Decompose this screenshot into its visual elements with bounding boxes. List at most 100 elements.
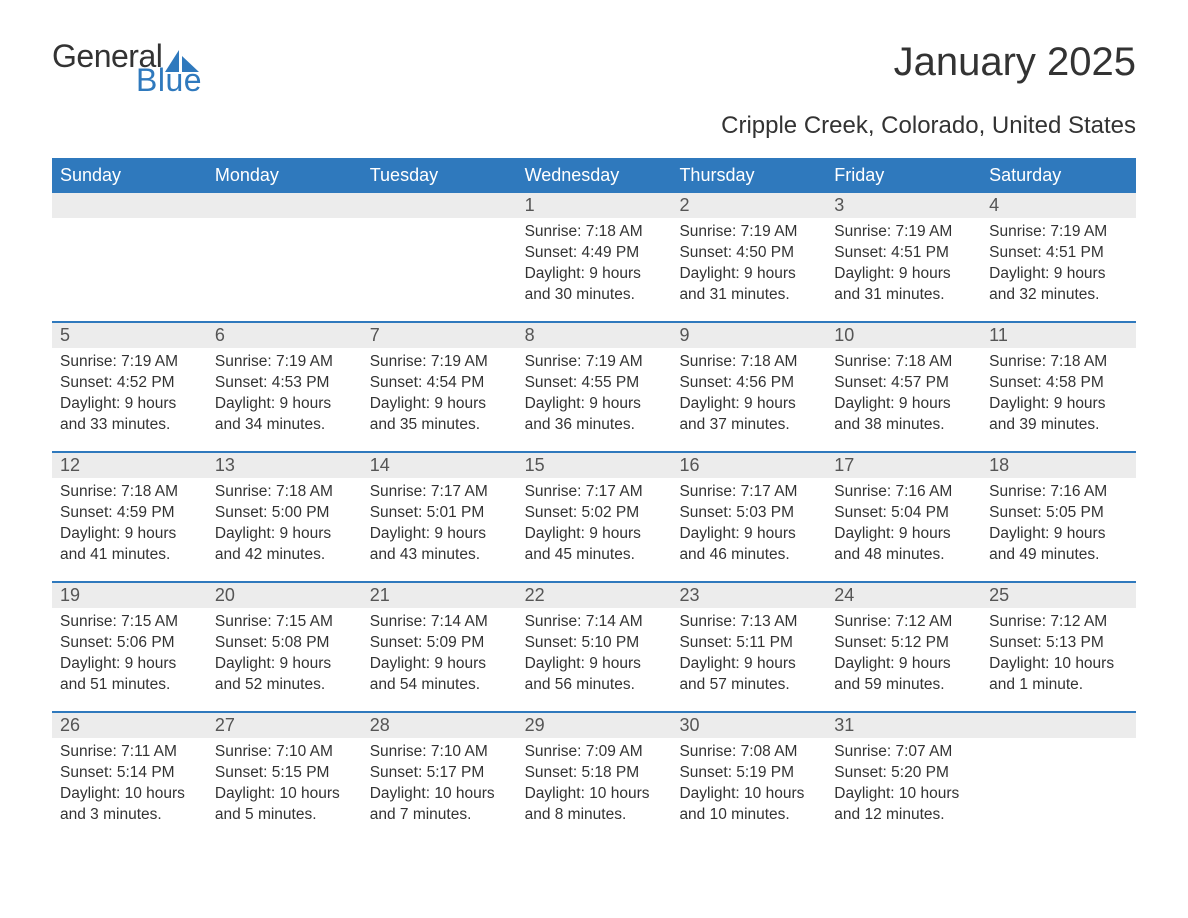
daylight-line: Daylight: 9 hours and 35 minutes.	[370, 394, 511, 436]
sunset-line: Sunset: 5:14 PM	[60, 763, 201, 784]
day-number: 12	[60, 455, 80, 475]
day-number: 24	[834, 585, 854, 605]
daylight-line: Daylight: 10 hours and 3 minutes.	[60, 784, 201, 826]
daynum-row: 30	[671, 713, 826, 738]
sunrise-line: Sunrise: 7:15 AM	[215, 612, 356, 633]
day-number	[989, 715, 994, 735]
day-number: 15	[525, 455, 545, 475]
calendar-cell: 9Sunrise: 7:18 AMSunset: 4:56 PMDaylight…	[671, 323, 826, 451]
daynum-row: 11	[981, 323, 1136, 348]
calendar-cell: 16 Sunrise: 7:17 AMSunset: 5:03 PMDayligh…	[671, 453, 826, 581]
cell-body: Sunrise: 7:18 AMSunset: 4:59 PMDaylight:…	[52, 478, 207, 566]
sunrise-line: Sunrise: 7:17 AM	[525, 482, 666, 503]
day-number: 7	[370, 325, 380, 345]
daynum-row: 7	[362, 323, 517, 348]
day-header-cell: Thursday	[671, 158, 826, 193]
cell-body: Sunrise: 7:16 AMSunset: 5:04 PMDaylight:…	[826, 478, 981, 566]
sunset-line: Sunset: 4:55 PM	[525, 373, 666, 394]
daynum-row	[52, 193, 207, 218]
cell-body: Sunrise: 7:13 AMSunset: 5:11 PMDaylight:…	[671, 608, 826, 696]
calendar-cell: 23 Sunrise: 7:13 AMSunset: 5:11 PMDayligh…	[671, 583, 826, 711]
day-number: 28	[370, 715, 390, 735]
daylight-line: Daylight: 10 hours and 12 minutes.	[834, 784, 975, 826]
sunset-line: Sunset: 5:10 PM	[525, 633, 666, 654]
calendar-cell: 11Sunrise: 7:18 AMSunset: 4:58 PMDayligh…	[981, 323, 1136, 451]
calendar-cell: 2 Sunrise: 7:19 AMSunset: 4:50 PMDaylight…	[671, 193, 826, 321]
sunrise-line: Sunrise: 7:12 AM	[834, 612, 975, 633]
daynum-row: 31	[826, 713, 981, 738]
day-number: 13	[215, 455, 235, 475]
sunset-line: Sunset: 4:50 PM	[679, 243, 820, 264]
day-number: 19	[60, 585, 80, 605]
daylight-line: Daylight: 9 hours and 32 minutes.	[989, 264, 1130, 306]
sunrise-line: Sunrise: 7:16 AM	[834, 482, 975, 503]
cell-body: Sunrise: 7:18 AMSunset: 4:57 PMDaylight:…	[826, 348, 981, 436]
calendar-cell: 7Sunrise: 7:19 AMSunset: 4:54 PMDaylight…	[362, 323, 517, 451]
calendar-cell: 21Sunrise: 7:14 AMSunset: 5:09 PMDayligh…	[362, 583, 517, 711]
day-number: 21	[370, 585, 390, 605]
sunrise-line: Sunrise: 7:17 AM	[679, 482, 820, 503]
day-number	[370, 195, 375, 215]
logo-text-blue: Blue	[136, 64, 202, 96]
daynum-row: 15	[517, 453, 672, 478]
day-number: 16	[679, 455, 699, 475]
daylight-line: Daylight: 9 hours and 52 minutes.	[215, 654, 356, 696]
daylight-line: Daylight: 9 hours and 57 minutes.	[679, 654, 820, 696]
daynum-row: 14	[362, 453, 517, 478]
daylight-line: Daylight: 9 hours and 33 minutes.	[60, 394, 201, 436]
daynum-row: 9	[671, 323, 826, 348]
day-number: 2	[679, 195, 689, 215]
daynum-row: 26	[52, 713, 207, 738]
sunset-line: Sunset: 5:09 PM	[370, 633, 511, 654]
sunset-line: Sunset: 4:58 PM	[989, 373, 1130, 394]
daylight-line: Daylight: 9 hours and 43 minutes.	[370, 524, 511, 566]
calendar-cell: 5Sunrise: 7:19 AMSunset: 4:52 PMDaylight…	[52, 323, 207, 451]
sunset-line: Sunset: 4:59 PM	[60, 503, 201, 524]
sunrise-line: Sunrise: 7:19 AM	[60, 352, 201, 373]
daynum-row: 12	[52, 453, 207, 478]
calendar-cell: 12 Sunrise: 7:18 AMSunset: 4:59 PMDayligh…	[52, 453, 207, 581]
calendar-week-row: 26Sunrise: 7:11 AMSunset: 5:14 PMDayligh…	[52, 711, 1136, 841]
cell-body: Sunrise: 7:19 AMSunset: 4:50 PMDaylight:…	[671, 218, 826, 306]
cell-body: Sunrise: 7:19 AMSunset: 4:52 PMDaylight:…	[52, 348, 207, 436]
day-header-row: SundayMondayTuesdayWednesdayThursdayFrid…	[52, 158, 1136, 193]
cell-body: Sunrise: 7:08 AMSunset: 5:19 PMDaylight:…	[671, 738, 826, 826]
cell-body: Sunrise: 7:19 AMSunset: 4:51 PMDaylight:…	[981, 218, 1136, 306]
cell-body: Sunrise: 7:15 AMSunset: 5:06 PMDaylight:…	[52, 608, 207, 696]
daynum-row: 23	[671, 583, 826, 608]
sunrise-line: Sunrise: 7:18 AM	[834, 352, 975, 373]
calendar-week-row: 5Sunrise: 7:19 AMSunset: 4:52 PMDaylight…	[52, 321, 1136, 451]
calendar-cell: 6Sunrise: 7:19 AMSunset: 4:53 PMDaylight…	[207, 323, 362, 451]
day-number: 22	[525, 585, 545, 605]
daynum-row: 6	[207, 323, 362, 348]
cell-body: Sunrise: 7:17 AMSunset: 5:03 PMDaylight:…	[671, 478, 826, 566]
calendar-cell: 30Sunrise: 7:08 AMSunset: 5:19 PMDayligh…	[671, 713, 826, 841]
cell-body: Sunrise: 7:17 AMSunset: 5:01 PMDaylight:…	[362, 478, 517, 566]
daynum-row: 17	[826, 453, 981, 478]
calendar-cell	[981, 713, 1136, 841]
calendar-cell: 20Sunrise: 7:15 AMSunset: 5:08 PMDayligh…	[207, 583, 362, 711]
daylight-line: Daylight: 9 hours and 54 minutes.	[370, 654, 511, 696]
calendar-cell: 18Sunrise: 7:16 AMSunset: 5:05 PMDayligh…	[981, 453, 1136, 581]
day-number: 10	[834, 325, 854, 345]
sunset-line: Sunset: 5:13 PM	[989, 633, 1130, 654]
day-header-cell: Tuesday	[362, 158, 517, 193]
cell-body: Sunrise: 7:11 AMSunset: 5:14 PMDaylight:…	[52, 738, 207, 826]
calendar-week-row: 19Sunrise: 7:15 AMSunset: 5:06 PMDayligh…	[52, 581, 1136, 711]
sunset-line: Sunset: 5:06 PM	[60, 633, 201, 654]
calendar-cell: 26Sunrise: 7:11 AMSunset: 5:14 PMDayligh…	[52, 713, 207, 841]
sunset-line: Sunset: 5:03 PM	[679, 503, 820, 524]
daynum-row: 22	[517, 583, 672, 608]
calendar-cell: 13Sunrise: 7:18 AMSunset: 5:00 PMDayligh…	[207, 453, 362, 581]
sunset-line: Sunset: 4:49 PM	[525, 243, 666, 264]
day-number: 18	[989, 455, 1009, 475]
sunset-line: Sunset: 4:57 PM	[834, 373, 975, 394]
calendar-cell: 10 Sunrise: 7:18 AMSunset: 4:57 PMDayligh…	[826, 323, 981, 451]
sunrise-line: Sunrise: 7:12 AM	[989, 612, 1130, 633]
daylight-line: Daylight: 9 hours and 38 minutes.	[834, 394, 975, 436]
calendar-cell: 25Sunrise: 7:12 AMSunset: 5:13 PMDayligh…	[981, 583, 1136, 711]
day-number: 23	[679, 585, 699, 605]
cell-body	[981, 738, 1136, 742]
day-number: 14	[370, 455, 390, 475]
cell-body: Sunrise: 7:09 AMSunset: 5:18 PMDaylight:…	[517, 738, 672, 826]
